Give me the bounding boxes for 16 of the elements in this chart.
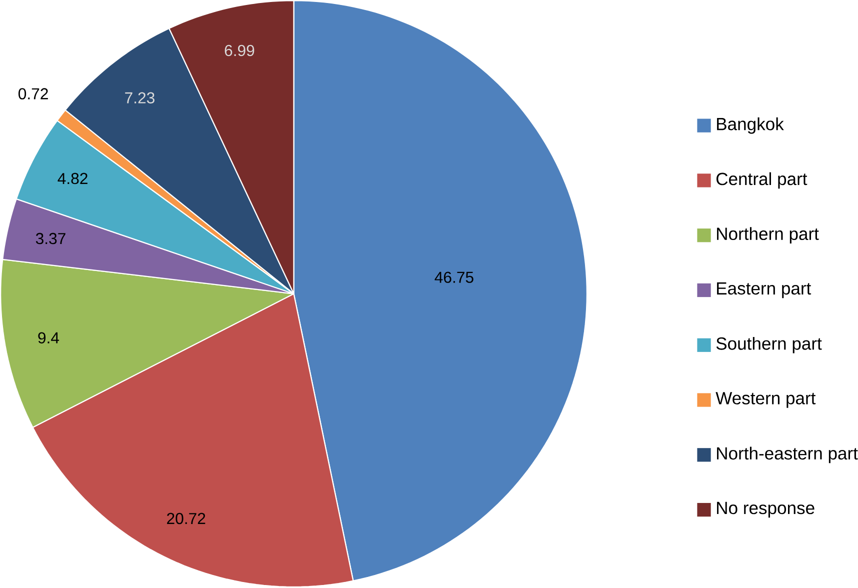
legend-label: Central part	[716, 172, 808, 189]
legend-label: Northern part	[717, 227, 819, 244]
legend-label: No response	[717, 502, 814, 518]
legend-label: Eastern part	[717, 282, 812, 298]
data-label: 0.72	[18, 88, 48, 100]
data-label: 46.75	[434, 272, 474, 284]
legend-label: North-eastern part	[717, 446, 858, 464]
legend-label: Western part	[716, 392, 816, 408]
data-label: 7.23	[125, 92, 154, 104]
data-label: 6.99	[224, 45, 254, 56]
data-label: 9.4	[38, 332, 60, 344]
data-label: 4.82	[58, 173, 88, 184]
legend-label: Southern part	[716, 337, 822, 354]
data-label: 20.72	[167, 513, 206, 524]
data-label: 3.37	[36, 233, 66, 244]
legend-label: Bangkok	[717, 118, 784, 134]
